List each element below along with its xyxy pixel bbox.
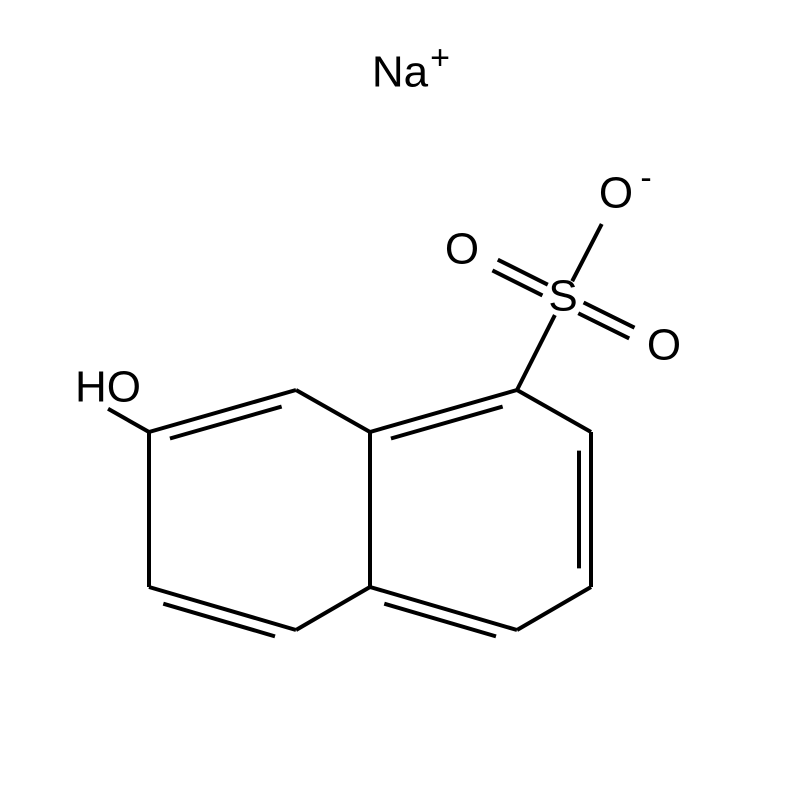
atom-label: O: [445, 225, 479, 274]
charge-label: -: [640, 159, 651, 197]
atom-label: O: [599, 169, 633, 218]
atom-label: Na: [372, 48, 429, 97]
charge-label: +: [430, 39, 450, 77]
atom-label: S: [548, 272, 577, 321]
atom-label: HO: [75, 363, 141, 412]
atom-label: O: [647, 321, 681, 370]
chemical-structure-diagram: HO S O O O Na - +: [0, 0, 800, 800]
